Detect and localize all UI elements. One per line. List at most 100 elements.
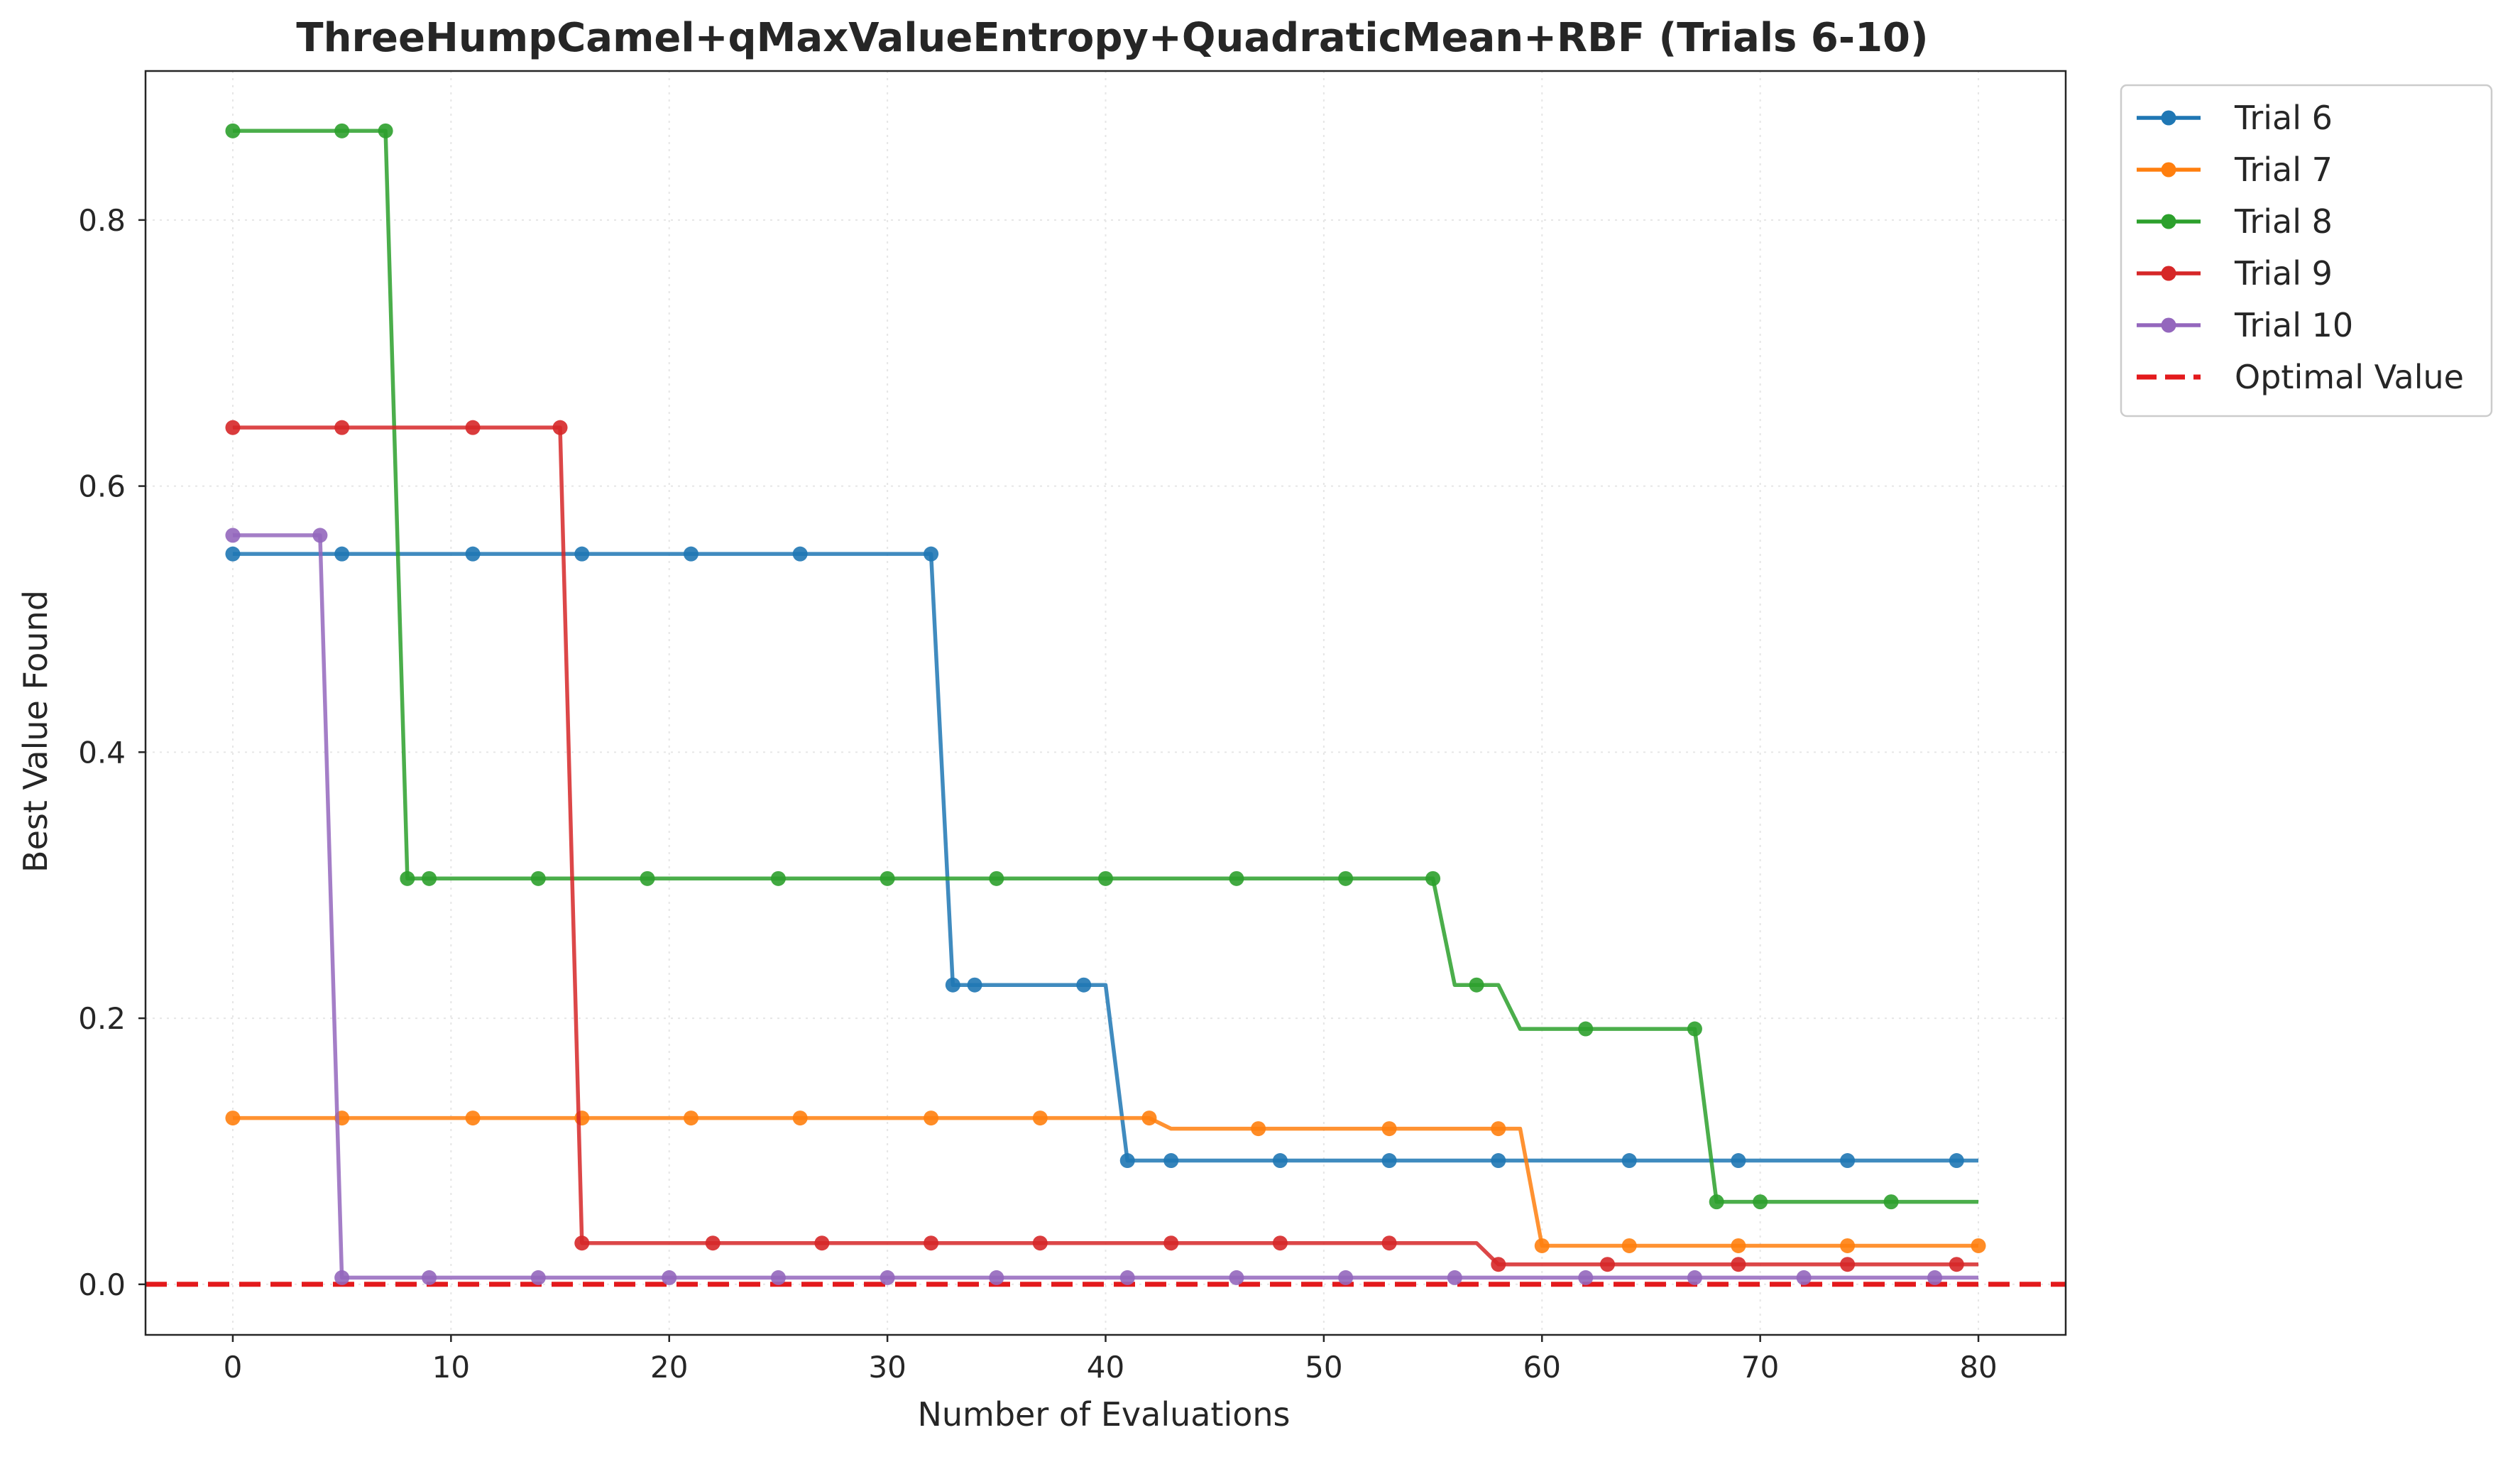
data-point bbox=[683, 1111, 699, 1126]
legend-item: Trial 6 bbox=[2137, 99, 2333, 137]
data-point bbox=[1141, 1111, 1157, 1126]
data-point bbox=[924, 546, 939, 562]
data-point bbox=[378, 123, 393, 138]
data-point bbox=[1098, 871, 1113, 886]
data-point bbox=[1578, 1021, 1594, 1037]
legend-item: Trial 7 bbox=[2137, 151, 2333, 189]
legend-label: Optimal Value bbox=[2235, 358, 2464, 396]
data-point bbox=[1032, 1235, 1048, 1251]
data-point bbox=[1949, 1153, 1964, 1169]
data-point bbox=[225, 123, 241, 138]
data-point bbox=[1491, 1153, 1506, 1169]
data-point bbox=[1840, 1257, 1856, 1272]
data-point bbox=[1753, 1194, 1768, 1210]
data-point bbox=[334, 123, 350, 138]
data-point bbox=[1381, 1121, 1397, 1137]
legend-label: Trial 8 bbox=[2234, 202, 2333, 241]
data-point bbox=[552, 420, 568, 435]
data-point bbox=[1578, 1270, 1594, 1285]
chart-title: ThreeHumpCamel+qMaxValueEntropy+Quadrati… bbox=[296, 15, 1928, 61]
data-point bbox=[989, 1270, 1004, 1285]
legend-box bbox=[2120, 84, 2493, 418]
data-point bbox=[1840, 1153, 1856, 1169]
data-point bbox=[1447, 1270, 1462, 1285]
data-point bbox=[1272, 1235, 1288, 1251]
data-point bbox=[770, 1270, 786, 1285]
legend-label: Trial 7 bbox=[2234, 151, 2333, 189]
series-trial-10 bbox=[225, 528, 1978, 1285]
data-point bbox=[662, 1270, 677, 1285]
x-tick-label: 20 bbox=[650, 1350, 688, 1385]
data-point bbox=[530, 1270, 546, 1285]
data-point bbox=[880, 871, 895, 886]
y-tick-label: 0.8 bbox=[78, 203, 126, 238]
data-point bbox=[1229, 871, 1244, 886]
data-point bbox=[1119, 1270, 1135, 1285]
y-axis-label: Best Value Found bbox=[16, 590, 55, 873]
data-point bbox=[225, 528, 241, 543]
legend-item: Trial 9 bbox=[2137, 254, 2333, 293]
data-point bbox=[1731, 1238, 1746, 1253]
data-point bbox=[312, 528, 328, 543]
legend: Trial 6 Trial 7 Trial 8 Trial 9 Trial 10 Opti… bbox=[2120, 84, 2493, 418]
data-point bbox=[1709, 1194, 1724, 1210]
y-tick-label: 0.0 bbox=[78, 1267, 126, 1302]
data-point bbox=[1731, 1153, 1746, 1169]
data-point bbox=[705, 1235, 721, 1251]
data-point bbox=[1163, 1153, 1179, 1169]
data-point bbox=[1032, 1111, 1048, 1126]
data-point bbox=[334, 1270, 350, 1285]
data-point bbox=[422, 871, 437, 886]
data-point bbox=[465, 420, 481, 435]
data-point bbox=[924, 1111, 939, 1126]
data-point bbox=[792, 546, 808, 562]
legend-swatch-marker bbox=[2161, 214, 2176, 229]
data-point bbox=[465, 546, 481, 562]
data-point bbox=[1119, 1153, 1135, 1169]
y-tick-label: 0.2 bbox=[78, 1001, 126, 1036]
legend-label: Trial 9 bbox=[2234, 254, 2333, 293]
series-line bbox=[233, 552, 1978, 1163]
data-point bbox=[1971, 1238, 1986, 1253]
data-point bbox=[1949, 1257, 1964, 1272]
legend-swatch-marker bbox=[2161, 110, 2176, 126]
series-line bbox=[233, 425, 1978, 1267]
legend-label: Trial 10 bbox=[2234, 306, 2353, 344]
data-point bbox=[1163, 1235, 1179, 1251]
data-point bbox=[1927, 1270, 1943, 1285]
data-point bbox=[1491, 1121, 1506, 1137]
data-point bbox=[465, 1111, 481, 1126]
data-point bbox=[924, 1235, 939, 1251]
legend-item: Trial 10 bbox=[2137, 306, 2353, 344]
y-tick-label: 0.6 bbox=[78, 469, 126, 504]
data-point bbox=[1687, 1021, 1702, 1037]
data-point bbox=[530, 871, 546, 886]
data-point bbox=[334, 546, 350, 562]
x-tick-label: 80 bbox=[1959, 1350, 1997, 1385]
data-point bbox=[1425, 871, 1441, 886]
data-point bbox=[334, 420, 350, 435]
data-point bbox=[640, 871, 655, 886]
x-tick-label: 0 bbox=[224, 1350, 243, 1385]
data-point bbox=[574, 1235, 590, 1251]
data-point bbox=[225, 546, 241, 562]
data-point bbox=[1338, 1270, 1354, 1285]
data-point bbox=[792, 1111, 808, 1126]
data-point bbox=[1381, 1235, 1397, 1251]
x-axis-label: Number of Evaluations bbox=[917, 1395, 1290, 1434]
data-point bbox=[1840, 1238, 1856, 1253]
series-trial-7 bbox=[225, 1111, 1986, 1253]
data-point bbox=[422, 1270, 437, 1285]
series-trial-8 bbox=[225, 123, 1978, 1210]
data-point bbox=[1469, 977, 1484, 993]
data-point bbox=[683, 546, 699, 562]
x-tick-label: 60 bbox=[1523, 1350, 1561, 1385]
data-point bbox=[967, 977, 982, 993]
x-tick-label: 50 bbox=[1305, 1350, 1342, 1385]
data-point bbox=[1687, 1270, 1702, 1285]
data-point bbox=[945, 977, 960, 993]
data-point bbox=[400, 871, 415, 886]
legend-swatch-marker bbox=[2161, 317, 2176, 333]
